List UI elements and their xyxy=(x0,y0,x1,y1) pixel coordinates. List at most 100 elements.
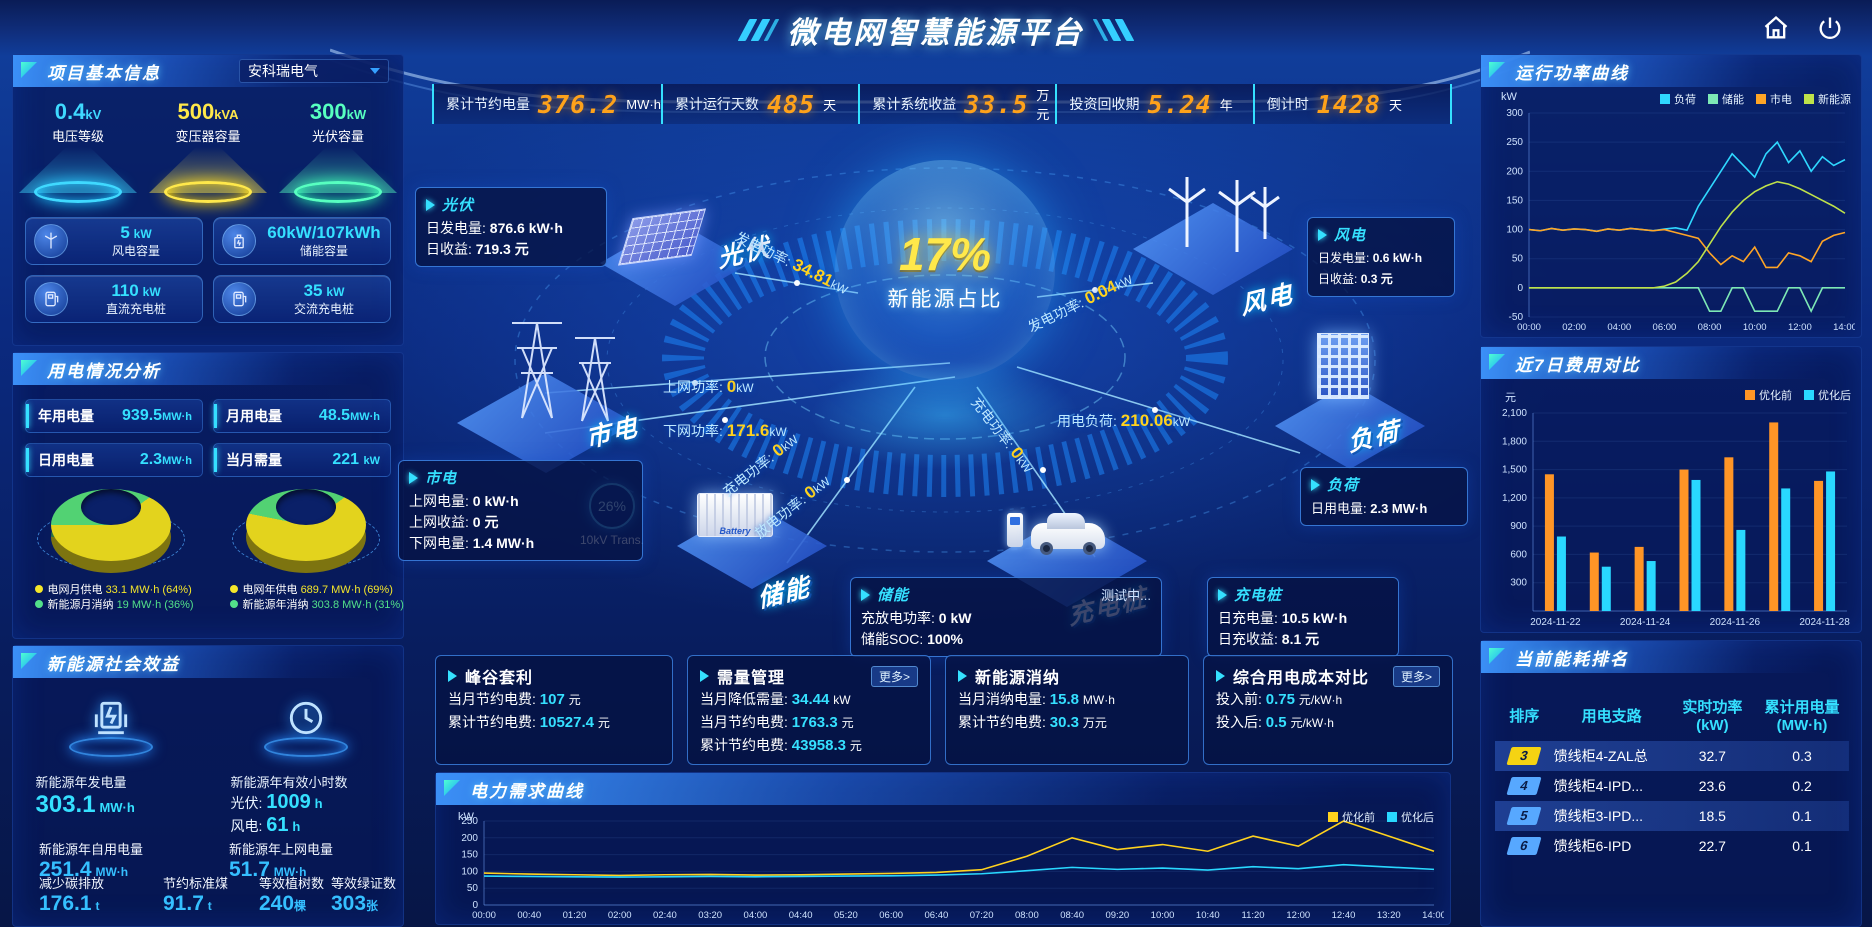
bar-优化后-2024-11-28 xyxy=(1826,471,1836,611)
svg-text:02:40: 02:40 xyxy=(653,910,677,921)
panel-header: 电力需求曲线 xyxy=(436,773,1440,805)
legend-swatch xyxy=(1708,94,1718,104)
table-row[interactable]: 3 馈线柜4-ZAL总 32.7 0.3 xyxy=(1495,741,1849,771)
monthly-usage-stat: 月用电量 48.5MW·h xyxy=(213,399,391,433)
ev-car-icon xyxy=(1031,513,1105,555)
bar-优化前-2024-11-23 xyxy=(1589,552,1599,611)
svg-text:100: 100 xyxy=(461,866,478,877)
renewable-share-value: 17% xyxy=(898,228,992,280)
charging-post-icon xyxy=(1007,513,1023,547)
storage-status-text: 测试中... xyxy=(1101,588,1151,603)
rank-badge: 4 xyxy=(1506,777,1542,795)
legend-item: 优化后 xyxy=(1387,809,1434,825)
clock-icon xyxy=(289,701,322,735)
table-row[interactable]: 5 馈线柜3-IPD... 18.5 0.1 xyxy=(1495,801,1849,831)
panel-power-curve: 运行功率曲线 kW 负荷 储能 市电 新能源 300 250 200 150 100 50 0 -5… xyxy=(1480,54,1862,338)
panel-header: 运行功率曲线 xyxy=(1481,55,1850,87)
svg-text:09:20: 09:20 xyxy=(1105,910,1129,921)
rank-badge: 3 xyxy=(1506,747,1542,765)
bar-优化前-2024-11-27 xyxy=(1769,422,1779,611)
svg-text:0: 0 xyxy=(472,900,478,911)
y-axis-unit: kW xyxy=(1501,91,1517,103)
panel-title: 新能源社会效益 xyxy=(47,654,180,674)
kpi-unit: 万元 xyxy=(1036,88,1050,122)
kpi-unit: 天 xyxy=(1388,97,1402,113)
bar-优化后-2024-11-24 xyxy=(1646,561,1656,611)
chevron-right-icon xyxy=(409,471,418,484)
svg-text:-50: -50 xyxy=(1509,312,1524,323)
more-button[interactable]: 更多> xyxy=(870,665,918,687)
table-row[interactable]: 6 馈线柜6-IPD 22.7 0.1 xyxy=(1495,831,1849,861)
panel-header: 用电情况分析 xyxy=(13,353,392,385)
svg-text:04:00: 04:00 xyxy=(1607,322,1631,333)
rank-badge: 5 xyxy=(1506,807,1542,825)
total-energy: 0.3 xyxy=(1792,748,1812,764)
realtime-power: 23.6 xyxy=(1698,778,1726,794)
voltage-level-cone: 0.4kV 电压等级 xyxy=(19,99,137,203)
column-header-power: 实时功率 (kW) xyxy=(1682,699,1743,734)
svg-text:150: 150 xyxy=(1506,195,1523,206)
legend-item: 储能 xyxy=(1708,91,1744,107)
branch-name: 馈线柜4-IPD... xyxy=(1553,778,1644,794)
energy-flow-diagram: 17% 新能源占比 光伏 风电 市电 Battery xyxy=(395,125,1470,677)
line-series-优化后 xyxy=(483,863,1435,878)
bar-优化后-2024-11-26 xyxy=(1736,529,1746,611)
kpi-label: 倒计时 xyxy=(1266,96,1309,112)
bar-优化后-2024-11-23 xyxy=(1601,566,1611,611)
wind-turbine-icon xyxy=(34,224,68,258)
panel-corner-icon xyxy=(1489,62,1505,78)
svg-text:06:40: 06:40 xyxy=(924,910,948,921)
project-selector-dropdown[interactable]: 安科瑞电气 xyxy=(239,59,389,83)
light-beam-decoration xyxy=(19,147,137,193)
panel-header: 近7日费用对比 xyxy=(1481,347,1850,379)
panel-corner-icon xyxy=(444,780,460,796)
page-title: 微电网智慧能源平台 xyxy=(787,17,1085,50)
title-right-decoration xyxy=(1092,19,1135,41)
table-row[interactable]: 4 馈线柜4-IPD... 23.6 0.2 xyxy=(1495,771,1849,801)
kpi-value: 1428 xyxy=(1316,89,1381,119)
svg-text:250: 250 xyxy=(461,816,478,827)
svg-text:06:00: 06:00 xyxy=(879,910,903,921)
kpi-unit: 年 xyxy=(1219,97,1233,113)
panel-corner-icon xyxy=(21,62,37,78)
bar-优化前-2024-11-22 xyxy=(1544,474,1554,611)
legend-swatch xyxy=(1387,812,1397,822)
svg-text:06:00: 06:00 xyxy=(1653,322,1677,333)
svg-text:250: 250 xyxy=(1506,137,1523,148)
svg-text:10:00: 10:00 xyxy=(1151,910,1175,921)
legend-swatch xyxy=(1756,94,1766,104)
chart-canvas: 2,100 1,800 1,500 1,200 900 600 300 2024-11-22 2… xyxy=(1502,408,1850,628)
donut-chart xyxy=(231,489,380,575)
trees-equivalent-stat: 等效植树数 240棵 xyxy=(259,876,325,915)
svg-text:10:00: 10:00 xyxy=(1743,322,1767,333)
strategy-cost-compare: 综合用电成本对比 更多> 投入前: 0.75 元/kW·h 投入后: 0.5 元… xyxy=(1203,655,1453,765)
transmission-tower-icon xyxy=(512,322,615,422)
kpi-value: 5.24 xyxy=(1147,89,1212,119)
panel-corner-icon xyxy=(21,360,37,376)
chevron-right-icon xyxy=(958,670,967,682)
coal-saved-stat: 节约标准煤 91.7 t xyxy=(163,876,229,915)
storage-capacity-card: 60kW/107kWh 储能容量 xyxy=(213,217,391,265)
ac-charger-icon xyxy=(222,282,256,316)
bar-优化前-2024-11-26 xyxy=(1724,457,1734,611)
power-line-chart: kW 负荷 储能 市电 新能源 300 250 200 150 100 50 0 -50 00:00 0… xyxy=(1489,91,1857,333)
kpi-bar: 累计节约电量 376.2 MW·h 累计运行天数 485 天 累计系统收益 33… xyxy=(432,84,1452,124)
more-button[interactable]: 更多> xyxy=(1392,665,1440,687)
pv-info-box: 光伏 日发电量: 876.6 kW·h 日收益: 719.3 元 xyxy=(415,187,607,267)
svg-text:1,200: 1,200 xyxy=(1502,493,1527,504)
branch-name: 馈线柜6-IPD xyxy=(1553,838,1632,854)
power-icon[interactable] xyxy=(1816,14,1844,42)
self-consumption-stat: 新能源年自用电量 251.4 MW·h xyxy=(39,842,144,881)
column-header-energy: 累计用电量 (MW·h) xyxy=(1764,699,1840,734)
chevron-right-icon xyxy=(426,198,435,211)
donut-chart xyxy=(36,489,185,575)
home-icon[interactable] xyxy=(1762,14,1790,42)
green-cert-stat: 等效绿证数 303张 xyxy=(331,876,397,915)
chevron-right-icon xyxy=(448,670,457,682)
daily-usage-stat: 日用电量 2.3MW·h xyxy=(25,443,203,477)
charger-info-box: 充电桩 日充电量: 10.5 kW·h 日充收益: 8.1 元 xyxy=(1207,577,1399,657)
dc-charger-icon xyxy=(34,282,68,316)
chevron-right-icon xyxy=(861,588,870,601)
legend-swatch xyxy=(1804,94,1814,104)
